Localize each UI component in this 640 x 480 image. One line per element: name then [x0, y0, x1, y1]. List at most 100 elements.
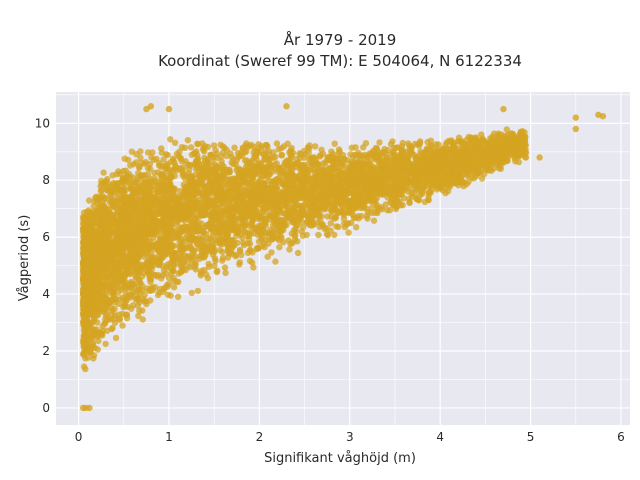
scatter-point [141, 253, 148, 260]
scatter-point [261, 208, 268, 215]
scatter-point [231, 144, 238, 151]
scatter-point [195, 167, 202, 174]
scatter-point [331, 215, 338, 222]
scatter-point [250, 264, 257, 271]
scatter-point [184, 232, 191, 239]
scatter-point [425, 183, 432, 190]
scatter-point [194, 155, 201, 162]
scatter-point [147, 278, 154, 286]
scatter-point [192, 259, 199, 266]
scatter-point [110, 291, 117, 298]
scatter-point [122, 167, 129, 174]
scatter-point [149, 149, 156, 156]
scatter-point [188, 289, 195, 297]
scatter-point [134, 302, 142, 309]
scatter-point [160, 170, 167, 177]
scatter-point [306, 145, 313, 152]
scatter-point [187, 144, 195, 151]
scatter-point [328, 148, 335, 155]
scatter-point [264, 253, 271, 260]
scatter-point [294, 249, 302, 257]
scatter-point [490, 165, 497, 172]
scatter-point [374, 209, 381, 217]
scatter-point [315, 231, 322, 239]
scatter-point [216, 219, 224, 226]
scatter-point [127, 162, 134, 169]
grid-lines [56, 92, 630, 425]
scatter-point [335, 146, 343, 153]
scatter-point [219, 254, 227, 262]
scatter-point [272, 258, 279, 265]
scatter-point [331, 140, 338, 147]
scatter-point [135, 312, 142, 320]
scatter-point [178, 248, 185, 256]
scatter-point [139, 316, 146, 323]
scatter-point [143, 300, 150, 308]
scatter-point [150, 182, 158, 190]
scatter-point [255, 228, 262, 235]
scatter-point [362, 151, 369, 158]
scatter-point [160, 156, 167, 163]
scatter-point [244, 249, 252, 256]
scatter-point [216, 246, 224, 254]
scatter-point [278, 151, 286, 159]
scatter-point [207, 152, 214, 159]
scatter-point [455, 182, 462, 189]
scatter-point [509, 131, 517, 138]
scatter-point [340, 215, 348, 222]
scatter-point [211, 229, 218, 236]
scatter-point [349, 153, 357, 160]
scatter-point [444, 187, 452, 195]
scatter-point [194, 287, 202, 295]
scatter-point [174, 293, 182, 300]
scatter-point [163, 151, 170, 158]
scatter-point [426, 189, 433, 196]
scatter-point [261, 243, 268, 251]
scatter-point [194, 140, 201, 147]
scatter-point [399, 139, 406, 147]
scatter-point [111, 315, 118, 322]
scatter-point [137, 154, 144, 162]
scatter-point [424, 138, 431, 146]
scatter-point [211, 262, 218, 269]
scatter-point [102, 315, 109, 323]
scatter-point [286, 246, 293, 253]
scatter-point [171, 139, 179, 146]
scatter-point [236, 259, 243, 266]
scatter-point [218, 158, 225, 165]
scatter-point [342, 163, 349, 170]
scatter-point [402, 183, 410, 191]
scatter-point [191, 203, 199, 210]
scatter-point [102, 340, 109, 348]
scatter-point [103, 178, 110, 185]
scatter-point [177, 269, 184, 276]
scatter-point [368, 204, 376, 211]
scatter-point [217, 141, 224, 148]
scatter-point [416, 138, 424, 145]
scatter-point [290, 172, 297, 180]
scatter-point [95, 337, 102, 345]
scatter-point [249, 259, 256, 266]
scatter-point [186, 253, 193, 260]
scatter-point [115, 168, 122, 175]
scatter-point [114, 179, 122, 187]
scatter-point [167, 270, 175, 277]
scatter-point [184, 137, 192, 144]
scatter-point [94, 332, 102, 340]
scatter-point [402, 153, 409, 160]
scatter-point [141, 291, 148, 299]
scatter-point [465, 133, 472, 141]
scatter-point [221, 264, 229, 271]
scatter-point [327, 220, 334, 227]
scatter-point [455, 134, 463, 141]
scatter-point [167, 136, 174, 143]
scatter-point [390, 155, 397, 162]
scatter-point [232, 253, 239, 260]
scatter-point [331, 231, 338, 238]
scatter-point [248, 157, 255, 165]
scatter-point [243, 179, 250, 186]
scatter-point [237, 247, 244, 255]
scatter-point [144, 164, 152, 172]
scatter-point [207, 235, 214, 242]
scatter-point [117, 188, 125, 195]
